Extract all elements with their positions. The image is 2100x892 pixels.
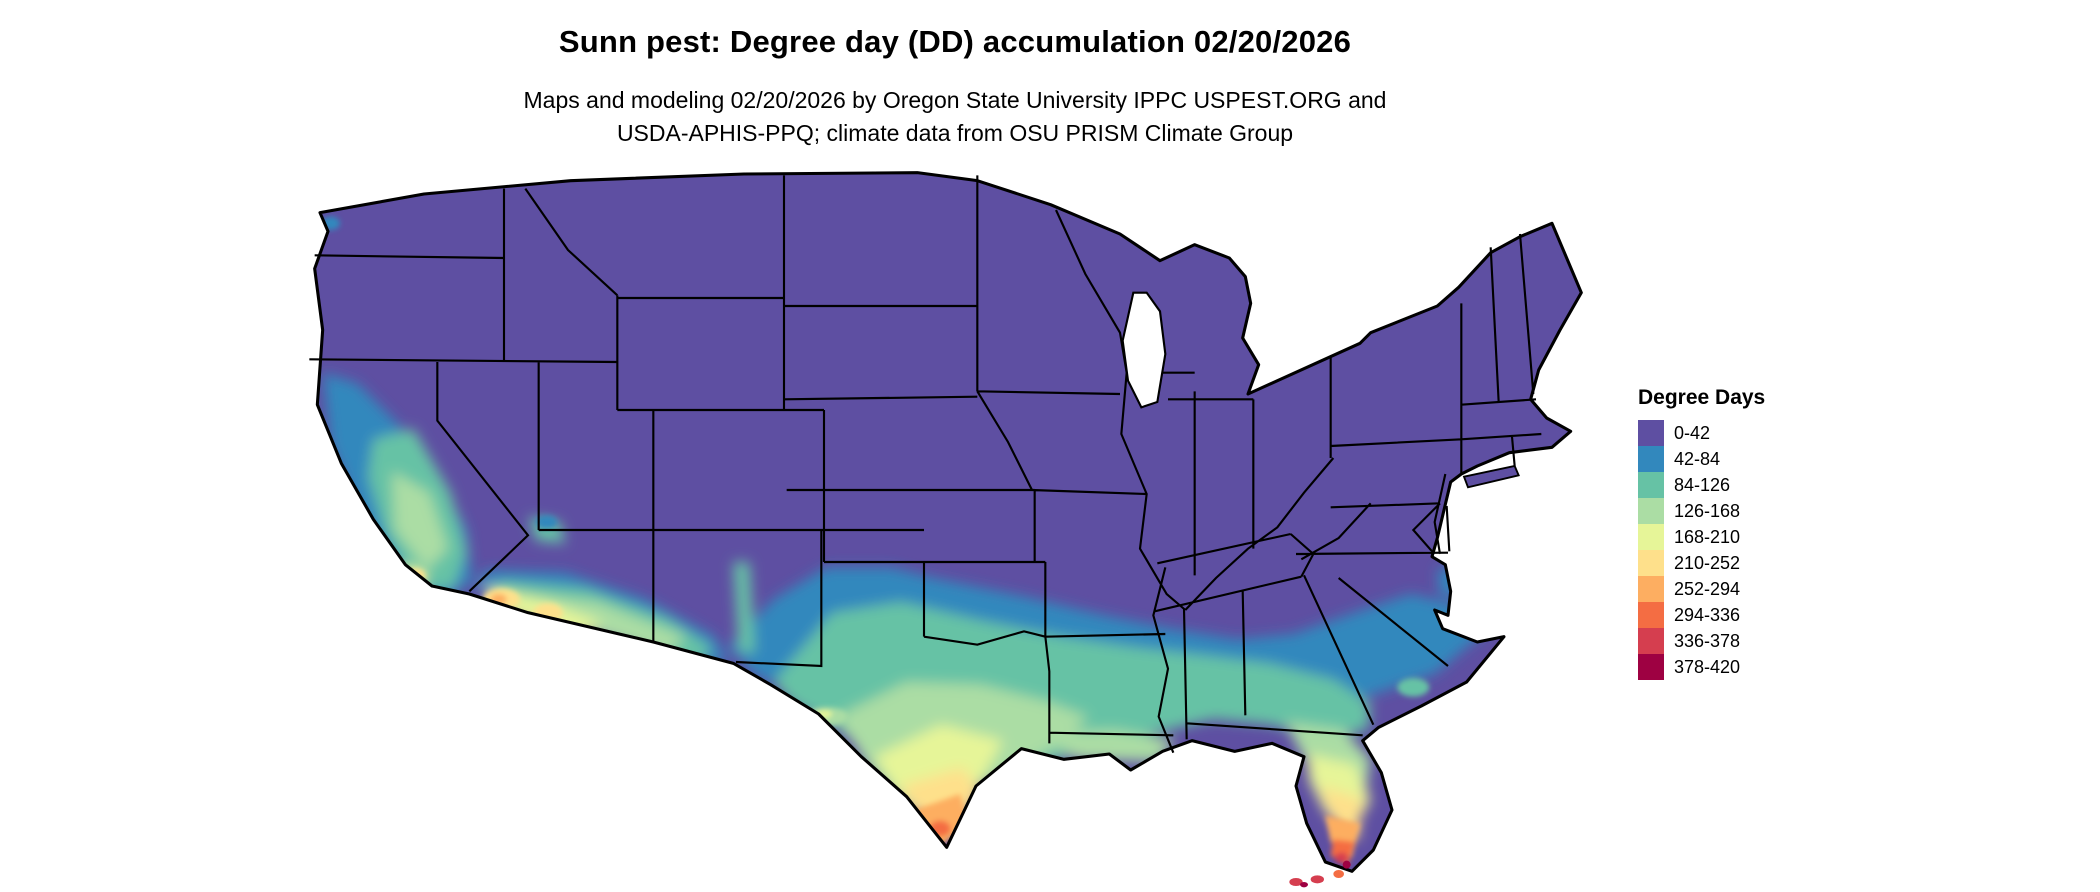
florida-keys: [1289, 860, 1351, 888]
legend-swatch: [1638, 550, 1664, 576]
dd-hotspot-stgeorge-42-84: [536, 515, 558, 529]
dd-gradient-regions: [322, 372, 1486, 842]
us-outline: [313, 171, 1583, 873]
legend-swatch: [1638, 446, 1664, 472]
subtitle-line-1: Maps and modeling 02/20/2026 by Oregon S…: [523, 87, 1387, 113]
dd-hotspot-charleston-84-126: [1397, 678, 1430, 697]
keys-speck-378-420: [1300, 882, 1308, 888]
legend-label: 252-294: [1674, 578, 1741, 599]
legend-item: 42-84: [1638, 446, 1765, 472]
legend-item: 0-42: [1638, 420, 1765, 446]
legend: Degree Days 0-42 42-84 84-126 126-168 168-21…: [1638, 386, 1765, 680]
legend-item: 294-336: [1638, 602, 1765, 628]
legend-label: 210-252: [1674, 552, 1741, 573]
legend-item: 126-168: [1638, 498, 1765, 524]
legend-swatch: [1638, 472, 1664, 498]
legend-label: 84-126: [1674, 474, 1731, 495]
legend-swatch: [1638, 602, 1664, 628]
miami-tip-speck-378-420: [1342, 860, 1351, 869]
dd-hotspot-miami-294-336: [1330, 839, 1355, 866]
legend-item: 168-210: [1638, 524, 1765, 550]
dd-region-rio-grande-nm-84-126: [733, 562, 755, 653]
legend-label: 378-420: [1674, 656, 1741, 677]
keys-speck-294-336: [1333, 870, 1344, 878]
lake-michigan: [1121, 291, 1167, 409]
legend-label: 168-210: [1674, 526, 1741, 547]
keys-speck-336-378: [1289, 878, 1303, 886]
degree-day-map: [304, 170, 1584, 890]
us-map-svg: [309, 171, 1583, 888]
legend-item: 252-294: [1638, 576, 1765, 602]
subtitle-line-2: USDA-APHIS-PPQ; climate data from OSU PR…: [616, 120, 1294, 146]
legend-label: 294-336: [1674, 604, 1741, 625]
legend-item: 84-126: [1638, 472, 1765, 498]
legend-title: Degree Days: [1638, 386, 1766, 409]
dd-hotspot-miami-336-378: [1334, 852, 1348, 864]
legend-label: 126-168: [1674, 500, 1741, 521]
page-subtitle: Maps and modeling 02/20/2026 by Oregon S…: [0, 84, 1910, 150]
legend-item: 336-378: [1638, 628, 1765, 654]
legend-items: 0-42 42-84 84-126 126-168 168-210 210-252 252-…: [1638, 420, 1765, 680]
legend-label: 42-84: [1674, 448, 1721, 469]
legend-swatch: [1638, 524, 1664, 550]
legend-swatch: [1638, 654, 1664, 680]
legend-item: 210-252: [1638, 550, 1765, 576]
legend-label: 0-42: [1674, 422, 1711, 443]
keys-speck-336-378: [1310, 875, 1324, 884]
legend-swatch: [1638, 628, 1664, 654]
page-title: Sunn pest: Degree day (DD) accumulation …: [558, 24, 1352, 59]
us-landmass: [314, 172, 1582, 872]
legend-label: 336-378: [1674, 630, 1741, 651]
legend-swatch: [1638, 576, 1664, 602]
long-island: [1462, 464, 1520, 489]
legend-swatch: [1638, 498, 1664, 524]
legend-swatch: [1638, 420, 1664, 446]
dd-region-valley-core-126-168: [392, 471, 448, 570]
legend-item: 378-420: [1638, 654, 1765, 680]
dd-region-louisiana-coast-126-168: [1034, 730, 1176, 762]
